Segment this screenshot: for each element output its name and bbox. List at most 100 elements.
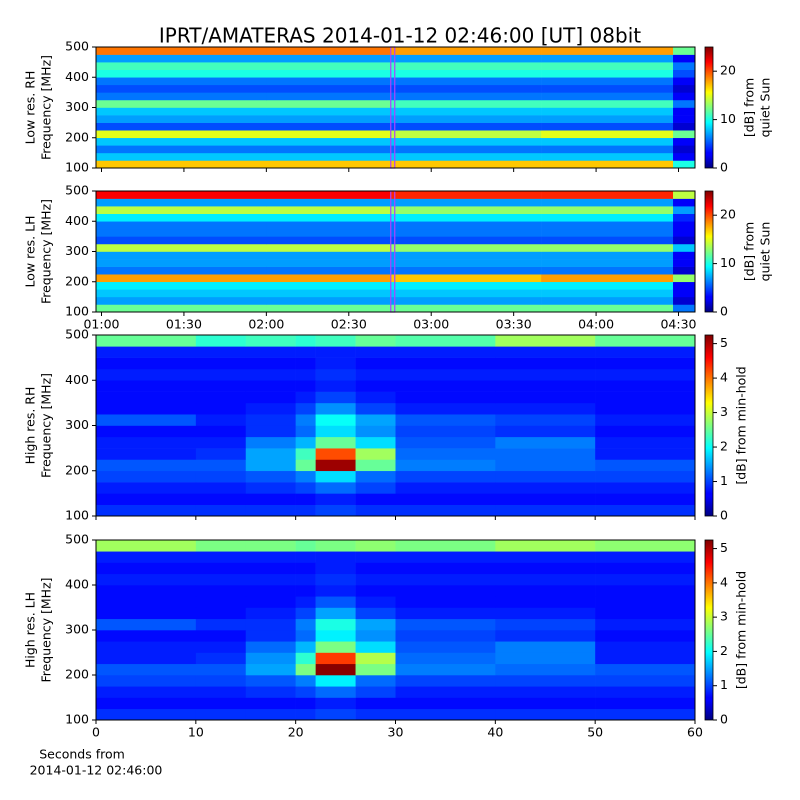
x-tick-label: 03:00	[413, 317, 449, 332]
heatmap-cell	[355, 697, 396, 710]
heatmap-cell	[541, 243, 674, 252]
heatmap-cell	[195, 697, 247, 710]
heatmap-cell	[395, 335, 496, 347]
heatmap-cell	[355, 585, 396, 597]
heatmap-cell	[541, 160, 674, 169]
heatmap-cell	[390, 266, 542, 275]
heatmap-cell	[295, 708, 316, 721]
heatmap-cell	[295, 470, 316, 483]
heatmap-cell	[96, 368, 197, 381]
heatmap-cell	[295, 391, 316, 404]
heatmap-cell	[245, 562, 296, 575]
heatmap-cell	[315, 368, 356, 381]
colorbar-label: [dB] from min-hold	[734, 366, 749, 484]
heatmap-cell	[96, 618, 197, 631]
heatmap-cell	[390, 296, 542, 305]
heatmap-cell	[266, 281, 391, 290]
heatmap-cell	[495, 459, 596, 472]
heatmap-cell	[355, 493, 396, 505]
heatmap-cell	[673, 145, 696, 154]
heatmap-cell	[295, 540, 316, 552]
heatmap-cell	[355, 708, 396, 721]
heatmap-cell	[395, 562, 496, 575]
colorbar-tick-label: 5	[720, 540, 728, 555]
heatmap-cell	[266, 137, 391, 146]
y-tick-label: 300	[65, 622, 89, 637]
heatmap-cell	[395, 585, 496, 597]
heatmap-cell	[96, 243, 267, 252]
heatmap-cell	[96, 686, 197, 698]
colorbar-tick-label: 20	[720, 63, 736, 78]
heatmap-cell	[245, 425, 296, 438]
heatmap-cell	[673, 99, 696, 108]
x-tick-label: 10	[188, 725, 204, 740]
heatmap-cell	[315, 391, 356, 404]
heatmap-cell	[96, 402, 197, 415]
heatmap-cell	[355, 425, 396, 438]
colorbar	[704, 334, 714, 517]
heatmap-cell	[96, 436, 197, 449]
heatmap-cell	[195, 562, 247, 575]
heatmap-cell	[355, 540, 396, 552]
heatmap-cell	[266, 274, 391, 283]
heatmap-cell	[395, 482, 496, 494]
heatmap-cell	[495, 708, 596, 721]
heatmap-cell	[315, 686, 356, 698]
heatmap-cell	[96, 414, 197, 426]
heatmap-cell	[495, 697, 596, 710]
heatmap-cell	[541, 296, 674, 305]
heatmap-cell	[595, 436, 696, 449]
heatmap-cell	[96, 92, 267, 101]
colorbar-tick-label: 2	[720, 439, 728, 454]
heatmap-cell	[295, 551, 316, 563]
heatmap-cell	[96, 47, 267, 55]
heatmap-cell	[195, 573, 247, 586]
heatmap-cell	[355, 448, 396, 460]
heatmap-cell	[96, 130, 267, 139]
heatmap-cell	[266, 130, 391, 139]
heatmap-cell	[245, 573, 296, 586]
heatmap-cell	[195, 652, 247, 665]
heatmap-cell	[96, 448, 197, 460]
heatmap-cell	[195, 607, 247, 620]
heatmap-cell	[395, 357, 496, 370]
heatmap-cell	[595, 708, 696, 721]
heatmap-cell	[495, 607, 596, 620]
heatmap-cell	[495, 585, 596, 597]
heatmap-cell	[395, 630, 496, 642]
heatmap-cell	[96, 675, 197, 687]
heatmap-cell	[195, 436, 247, 449]
heatmap-cell	[266, 243, 391, 252]
heatmap-cell	[96, 391, 197, 404]
heatmap-cell	[195, 493, 247, 505]
heatmap-cell	[96, 259, 267, 267]
colorbar-label: quiet Sun	[758, 78, 773, 138]
heatmap-cell	[673, 191, 696, 199]
heatmap-cell	[245, 551, 296, 563]
heatmap-cell	[673, 259, 696, 267]
heatmap-cell	[673, 107, 696, 116]
heatmap-cell	[245, 414, 296, 426]
heatmap-cell	[673, 243, 696, 252]
heatmap-cell	[355, 663, 396, 676]
heatmap-cell	[395, 425, 496, 438]
heatmap-cell	[673, 281, 696, 290]
heatmap-cell	[195, 504, 247, 517]
heatmap-cell	[96, 122, 267, 131]
heatmap-cell	[541, 122, 674, 131]
heatmap-cell	[673, 54, 696, 63]
heatmap-cell	[315, 551, 356, 563]
heatmap-cell	[595, 357, 696, 370]
heatmap-cell	[96, 213, 267, 222]
heatmap-cell	[595, 641, 696, 653]
heatmap-cell	[245, 436, 296, 449]
heatmap-cell	[96, 346, 197, 358]
heatmap-cell	[541, 274, 674, 283]
colorbar-tick-label: 0	[720, 160, 728, 175]
heatmap-cell	[390, 274, 542, 283]
heatmap-cell	[245, 675, 296, 687]
heatmap-cell	[195, 596, 247, 608]
heatmap-cell	[295, 663, 316, 676]
heatmap-cell	[355, 470, 396, 483]
